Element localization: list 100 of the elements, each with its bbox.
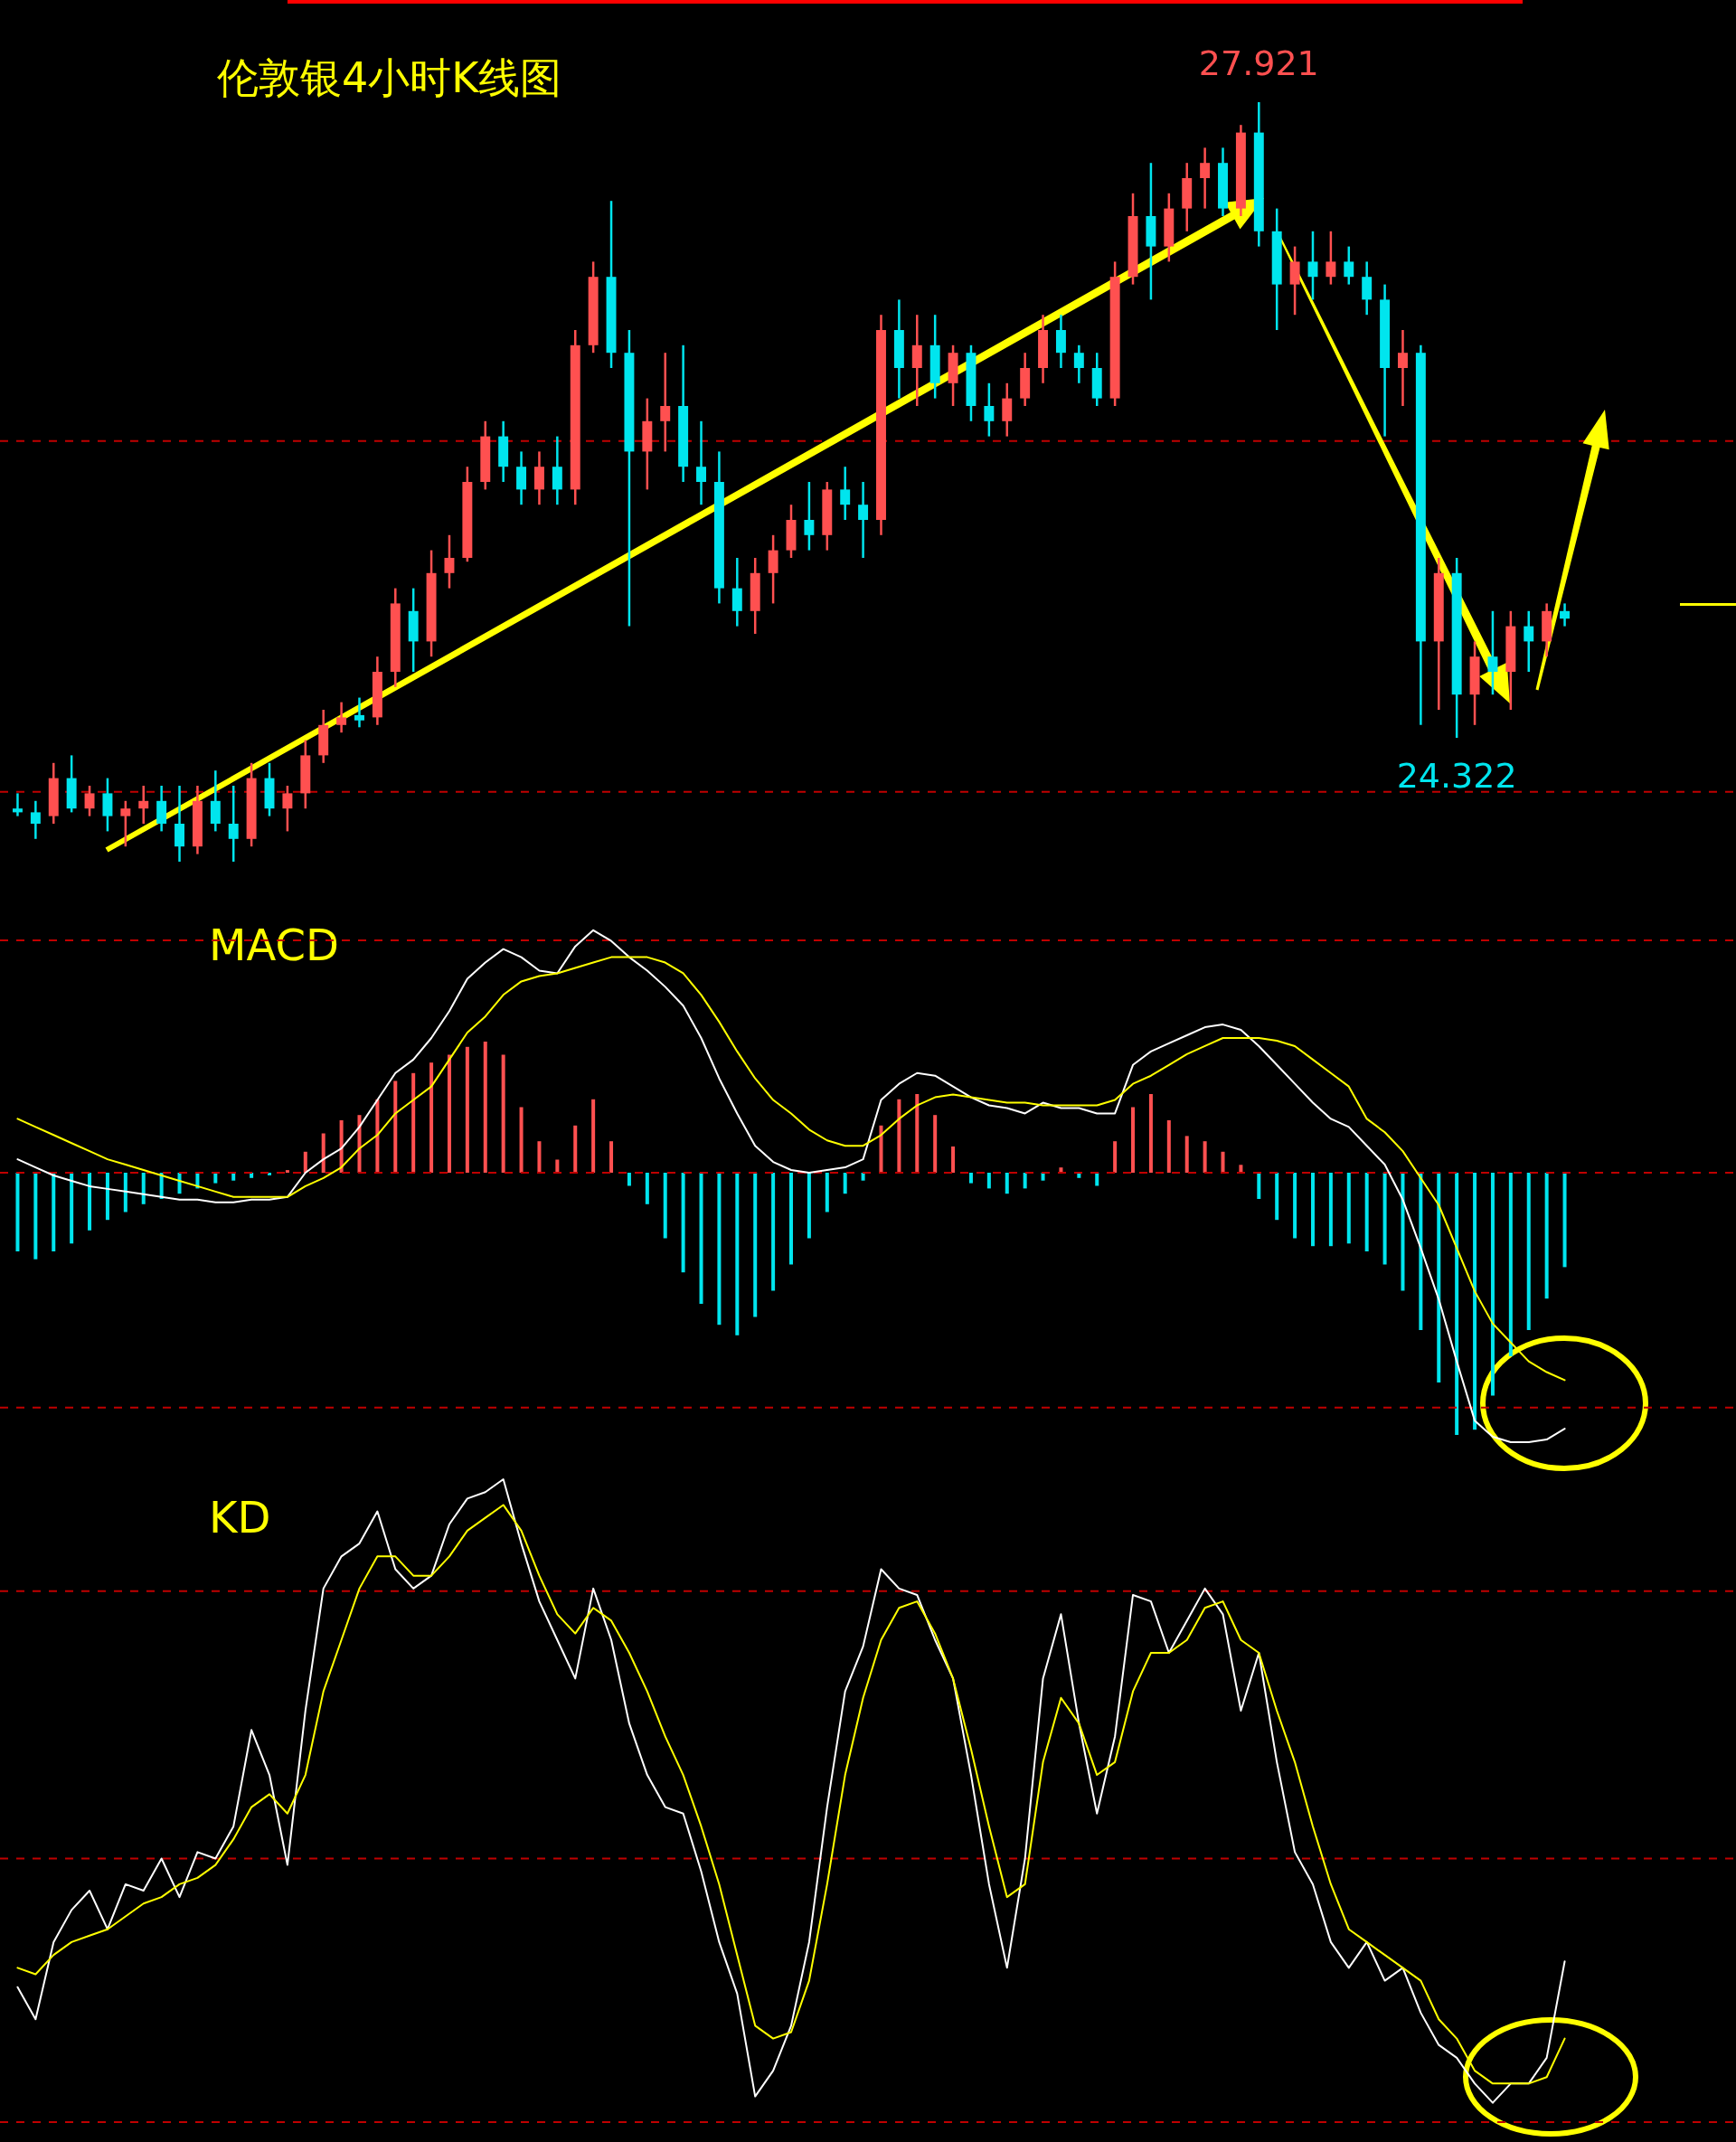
candlestick	[1524, 609, 1534, 674]
chart-title: 伦敦银4小时K线图	[217, 53, 562, 102]
bar	[1113, 1141, 1118, 1173]
bar	[465, 1046, 469, 1173]
candlestick	[1344, 245, 1354, 286]
candlestick	[12, 792, 23, 817]
bar	[753, 1173, 758, 1317]
bar	[609, 1141, 614, 1173]
candlestick	[336, 701, 347, 734]
bar	[699, 1173, 703, 1304]
bar	[573, 1125, 578, 1173]
chart-title: KD	[209, 1492, 271, 1543]
bar	[1184, 1136, 1189, 1173]
candlestick	[120, 799, 131, 848]
bar	[105, 1173, 109, 1221]
bar	[519, 1107, 524, 1173]
candlestick	[1307, 230, 1318, 301]
bar	[1455, 1173, 1459, 1435]
bar	[897, 1099, 901, 1173]
bar	[1419, 1173, 1423, 1330]
bar	[789, 1173, 793, 1265]
bar	[879, 1125, 883, 1173]
bar	[915, 1094, 920, 1173]
candlestick	[138, 784, 149, 826]
candlestick	[984, 382, 995, 438]
bar	[645, 1173, 649, 1204]
candlestick	[1200, 146, 1211, 210]
bar	[1257, 1173, 1261, 1199]
bar	[555, 1159, 560, 1173]
bar	[735, 1173, 740, 1335]
bar	[1364, 1173, 1369, 1251]
candlestick	[1073, 344, 1084, 385]
bar	[33, 1173, 38, 1260]
bar	[1346, 1173, 1351, 1244]
candlestick	[228, 784, 239, 863]
bar	[591, 1099, 596, 1173]
bar	[1023, 1173, 1027, 1189]
bar	[807, 1173, 811, 1239]
candlestick	[858, 480, 869, 560]
candlestick	[354, 696, 364, 729]
bar	[141, 1173, 146, 1204]
chart-title: MACD	[209, 920, 339, 970]
bar	[411, 1072, 416, 1173]
bar	[501, 1054, 505, 1173]
bar	[268, 1173, 272, 1175]
bar	[15, 1173, 20, 1251]
bar	[1221, 1151, 1225, 1173]
bar	[986, 1173, 991, 1189]
candlestick	[804, 480, 815, 552]
candlestick	[1326, 230, 1336, 286]
annotation: 24.322	[1396, 756, 1517, 797]
bar	[1508, 1173, 1513, 1356]
bar	[1473, 1173, 1477, 1430]
bar	[1382, 1173, 1387, 1265]
bar	[393, 1080, 398, 1173]
bar	[1203, 1141, 1207, 1173]
bar	[70, 1173, 74, 1244]
candlestick	[696, 420, 706, 506]
bar	[1490, 1173, 1495, 1396]
candlestick	[1560, 602, 1571, 628]
bar	[1437, 1173, 1441, 1382]
bar	[1562, 1173, 1567, 1268]
bar	[825, 1173, 829, 1213]
bar	[483, 1042, 487, 1173]
bar	[1544, 1173, 1549, 1299]
bar	[1293, 1173, 1297, 1239]
bar	[1526, 1173, 1531, 1330]
bar	[1166, 1120, 1171, 1173]
bar	[1401, 1173, 1405, 1291]
candlestick	[84, 784, 95, 817]
bar	[1328, 1173, 1333, 1247]
bar	[717, 1173, 722, 1326]
bar	[429, 1062, 434, 1173]
bar	[1005, 1173, 1009, 1194]
bar	[1148, 1094, 1153, 1173]
bar	[88, 1173, 92, 1231]
bar	[303, 1151, 307, 1173]
bar	[663, 1173, 667, 1239]
bar	[843, 1173, 847, 1194]
candlestick	[660, 351, 671, 453]
annotation: 27.921	[1198, 43, 1319, 83]
candlestick	[1398, 328, 1408, 408]
bar	[861, 1173, 865, 1181]
bar	[968, 1173, 973, 1184]
bar	[1131, 1107, 1136, 1173]
candlestick	[840, 465, 851, 522]
bar	[447, 1054, 451, 1173]
bar	[375, 1099, 380, 1173]
bar	[951, 1146, 956, 1173]
bar	[321, 1133, 326, 1173]
bar	[123, 1173, 127, 1213]
bar	[681, 1173, 685, 1273]
candlestick	[30, 799, 41, 841]
bar	[627, 1173, 631, 1186]
candlestick	[1487, 609, 1498, 696]
bar	[285, 1170, 289, 1173]
bar	[213, 1173, 218, 1184]
candlestick	[282, 784, 293, 833]
bar	[1095, 1173, 1099, 1186]
candlestick	[444, 533, 455, 590]
